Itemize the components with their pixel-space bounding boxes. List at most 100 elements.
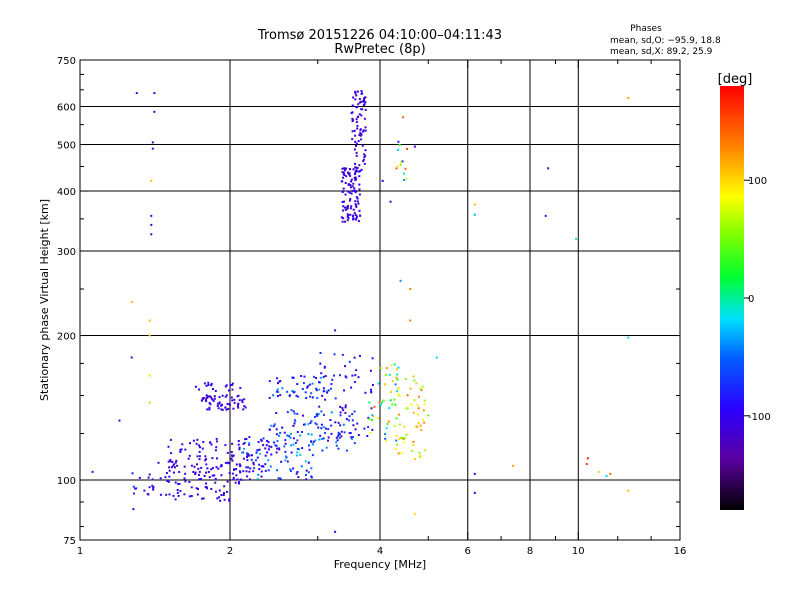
- data-point: [352, 119, 354, 122]
- data-point: [175, 459, 178, 462]
- data-point: [276, 390, 279, 393]
- data-point: [412, 440, 415, 443]
- x-tick-label: 16: [674, 546, 687, 557]
- data-point: [283, 431, 286, 434]
- data-point: [196, 493, 199, 496]
- data-point: [344, 182, 347, 184]
- data-point: [348, 172, 351, 175]
- data-point: [337, 434, 340, 437]
- data-point: [257, 441, 260, 443]
- data-point: [370, 388, 372, 391]
- data-point: [209, 403, 212, 406]
- data-point: [413, 379, 416, 382]
- data-point: [293, 422, 296, 425]
- data-point: [153, 110, 156, 113]
- data-point: [356, 215, 358, 218]
- data-point: [151, 141, 154, 144]
- data-point: [202, 397, 205, 399]
- data-point: [289, 468, 292, 471]
- data-point: [371, 428, 374, 431]
- data-point: [340, 180, 343, 183]
- data-point: [358, 188, 361, 191]
- data-point: [417, 422, 420, 425]
- data-point: [395, 376, 398, 379]
- data-point: [355, 217, 358, 220]
- data-point: [322, 390, 325, 393]
- data-point: [270, 424, 273, 427]
- data-point: [357, 103, 360, 106]
- data-point: [248, 436, 251, 439]
- data-point: [351, 104, 354, 107]
- data-point: [389, 200, 392, 203]
- data-point: [167, 480, 170, 483]
- data-point: [262, 437, 265, 440]
- data-point: [414, 425, 417, 428]
- data-point: [218, 396, 221, 399]
- data-point: [248, 470, 251, 473]
- data-point: [424, 449, 427, 452]
- data-point: [344, 375, 347, 378]
- data-point: [279, 431, 282, 434]
- data-point: [397, 393, 400, 396]
- data-point: [216, 457, 218, 460]
- data-point: [226, 480, 229, 483]
- data-point: [346, 215, 349, 218]
- data-point: [293, 412, 296, 415]
- data-point: [214, 477, 217, 480]
- data-point: [277, 382, 279, 385]
- data-point: [402, 436, 405, 439]
- data-point: [423, 403, 426, 406]
- data-point: [256, 449, 259, 452]
- data-point: [266, 439, 269, 442]
- data-point: [217, 407, 220, 410]
- data-point: [301, 447, 304, 450]
- data-point: [473, 213, 476, 216]
- data-point: [205, 463, 208, 466]
- data-point: [202, 497, 205, 500]
- data-point: [246, 452, 249, 455]
- data-point: [356, 90, 359, 93]
- data-point: [294, 420, 297, 423]
- data-point: [324, 427, 327, 430]
- data-point: [385, 427, 388, 430]
- data-point: [334, 329, 337, 332]
- data-point: [205, 471, 207, 474]
- data-point: [133, 492, 135, 495]
- colorbar-ticks: 100 0 -100: [744, 176, 771, 423]
- data-point: [241, 451, 244, 454]
- data-point: [334, 530, 337, 533]
- data-point: [200, 466, 203, 469]
- data-point: [377, 382, 380, 385]
- data-point: [227, 462, 230, 465]
- data-point: [135, 487, 138, 490]
- data-point: [382, 399, 385, 402]
- data-point: [252, 470, 255, 473]
- data-point: [292, 424, 295, 427]
- data-point: [243, 405, 246, 408]
- data-point: [177, 482, 180, 485]
- data-point: [309, 421, 312, 424]
- data-point: [341, 171, 344, 174]
- data-point: [183, 493, 186, 496]
- data-point: [370, 390, 373, 393]
- data-point: [315, 387, 318, 390]
- data-point: [260, 475, 263, 478]
- data-point: [245, 470, 248, 473]
- y-tick-label: 500: [57, 141, 76, 152]
- data-point: [248, 454, 251, 457]
- data-point: [301, 388, 304, 390]
- data-point: [394, 383, 397, 386]
- data-point: [159, 477, 162, 480]
- x-tick-label: 8: [527, 546, 533, 557]
- data-point: [289, 432, 292, 435]
- data-point: [169, 438, 172, 441]
- data-point: [327, 428, 330, 431]
- data-point: [275, 451, 278, 454]
- data-point: [384, 437, 387, 440]
- data-point: [148, 334, 151, 337]
- data-point: [345, 418, 348, 421]
- data-point: [286, 460, 289, 463]
- data-point: [208, 395, 211, 398]
- data-point: [176, 489, 179, 491]
- data-point: [205, 396, 208, 399]
